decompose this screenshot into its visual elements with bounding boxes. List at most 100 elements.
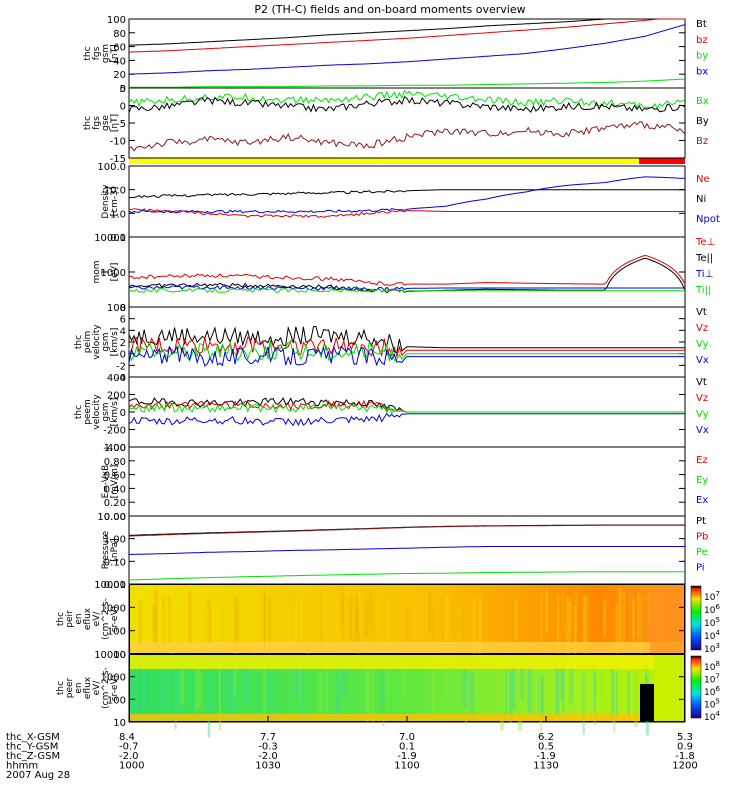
ytick-label-pressure-3: 0.01 (104, 580, 126, 591)
heatmap-stripe-peir-57 (557, 594, 560, 657)
colorbar-exp-peir-3: 4 (715, 629, 720, 637)
heatmap-stripe-peer-21 (526, 664, 530, 720)
ylabel-peir-4: eV/ (92, 611, 102, 627)
legend-fgs_gsm-1: bz (696, 35, 708, 46)
heatmap-stripe-peir-23 (217, 602, 220, 653)
heatmap-stripe-peir-3 (369, 590, 372, 632)
ylabel-fgs_gse-3: [nT] (110, 114, 120, 132)
series-fgs_gse-By (128, 95, 686, 113)
heatmap-stripe-peer-29 (500, 671, 504, 731)
ytick-label-fgs_gse-1: 0 (120, 102, 126, 113)
heatmap-stripe-peir-31 (176, 587, 179, 648)
heatmap-stripe-peir-75 (161, 606, 165, 643)
colorbar-label-peer-0: 108 (704, 660, 720, 673)
heatmap-stripe-peir-82 (478, 596, 482, 657)
heatmap-stripe-peer-62 (344, 656, 347, 695)
ytick-label-pressure-1: 1.00 (104, 535, 126, 546)
ephem-value-4-y: 0.9 (677, 742, 693, 753)
heatmap-stripe-peir-0 (545, 588, 549, 634)
heatmap-stripe-peer-6 (594, 674, 596, 719)
heatmap-stripe-peir-28 (252, 597, 255, 654)
heatmap-stripe-peir-41 (458, 606, 461, 650)
heatmap-gap-peer (640, 684, 654, 721)
ephem-rowlabel-1: thc_Y-GSM (6, 742, 58, 753)
heatmap-stripe-peir-68 (321, 597, 325, 636)
heatmap-stripe-peer-48 (324, 656, 329, 712)
heatmap-stripe-peer-72 (180, 669, 185, 706)
ytick-label-peim_velocity-0: 8 (120, 303, 126, 314)
heatmap-stripe-peir-86 (585, 602, 588, 663)
legend-peim_velocity-3: Vx (696, 355, 709, 366)
ylabel-peim_velocity-3: gsm (101, 332, 111, 351)
ytick-label-peer-2: 100 (107, 695, 126, 706)
heatmap-stripe-peir-52 (648, 587, 652, 627)
ytick-label-peer-3: 10 (113, 718, 126, 729)
series-density-Ni (128, 189, 685, 199)
heatmap-stripe-peer-17 (560, 665, 564, 701)
legend-fgs_gse-0: Bx (696, 96, 709, 107)
heatmap-stripe-peer-57 (509, 663, 513, 723)
colorbar-label-peir-0: 107 (704, 590, 720, 603)
heatmap-stripe-peir-80 (441, 596, 444, 650)
ephem-value-2-z: -1.9 (397, 751, 417, 762)
heatmap-stripe-peer-47 (371, 665, 374, 722)
series-peem_velocity-Vz (128, 399, 685, 413)
heatmap-stripe-peer-53 (135, 661, 138, 719)
series-peim_velocity-Vx (128, 344, 685, 367)
colorbar-label-peir-1: 106 (704, 603, 720, 616)
legend-peim_velocity-1: Vz (696, 323, 708, 334)
legend-pressure-0: Pt (696, 516, 706, 527)
heatmap-stripe-peer-5 (294, 656, 299, 694)
heatmap-stripe-peer-60 (201, 670, 203, 715)
ylabel-fgs_gse-1: fgs (92, 116, 102, 130)
ylabel-peir-3: eflux (83, 607, 93, 630)
legend-pressure-1: Pb (696, 532, 708, 543)
heatmap-stripe-peir-88 (539, 604, 542, 642)
colorbar-exp-peer-3: 5 (715, 698, 719, 706)
heatmap-stripe-peir-30 (514, 599, 518, 640)
heatmap-stripe-peir-25 (540, 593, 543, 645)
ytick-label-efield-4: 0.20 (104, 498, 126, 509)
heatmap-stripe-peir-37 (295, 595, 297, 640)
panel-frame-peim_velocity (128, 306, 686, 378)
heatmap-stripe-peer-51 (341, 658, 345, 698)
heatmap-stripe-peir-34 (358, 586, 361, 623)
series-peem_velocity-Vy (128, 402, 685, 415)
ytick-label-fgs_gsm-1: 80 (113, 29, 126, 40)
heatmap-stripe-peer-39 (540, 674, 544, 720)
ephem-value-0-z: -2.0 (119, 751, 139, 762)
heatmap-stripe-peir-11 (459, 606, 463, 646)
legend-fgs_gse-2: Bz (696, 136, 708, 147)
heatmap-stripe-peir-49 (152, 604, 156, 642)
heatmap-stripe-peir-20 (188, 591, 192, 646)
colorbar-exp-peir-2: 5 (715, 616, 719, 624)
heatmap-stripe-peer-78 (162, 672, 165, 713)
ylabel-fgs_gsm-3: [nT] (110, 44, 120, 62)
heatmap-stripe-peer-23 (593, 659, 596, 698)
heatmap-stripe-peer-82 (233, 658, 237, 695)
heatmap-stripe-peir-66 (639, 595, 642, 659)
ytick-label-efield-1: 0.80 (104, 457, 126, 468)
heatmap-stripe-peer-43 (562, 665, 565, 714)
legend-density-1: Ni (696, 194, 706, 205)
panel-pressure: 10.00 1.00 0.10 0.01 Pressure [nPa] Pt Pb Pe Pi (97, 512, 708, 591)
panel-frame-fgs_gsm (128, 18, 686, 89)
heatmap-stripe-peir-60 (234, 596, 239, 654)
ylabel-fgs_gse-2: gse (101, 115, 111, 131)
ylabel-peir-0: thc (56, 612, 66, 626)
heatmap-stripe-peir-89 (632, 602, 634, 647)
colorbar-exp-peir-4: 3 (715, 642, 719, 650)
legend-peem_velocity-3: Vx (696, 425, 709, 436)
ytick-label-fgs_gse-2: -5 (116, 119, 126, 130)
heatmap-stripe-peir-43 (165, 589, 167, 638)
heatmap-stripe-peer-31 (218, 669, 221, 731)
ytick-label-peem_velocity-3: -200 (103, 426, 126, 437)
series-temperature-Te (128, 254, 686, 286)
series-density-Ne (128, 208, 685, 218)
colorbar-label-peir-2: 105 (704, 616, 720, 629)
ytick-label-peer-0: 10000 (94, 650, 126, 661)
heatmap-stripe-peer-63 (244, 668, 247, 705)
heatmap-stripe-peer-36 (366, 662, 368, 722)
